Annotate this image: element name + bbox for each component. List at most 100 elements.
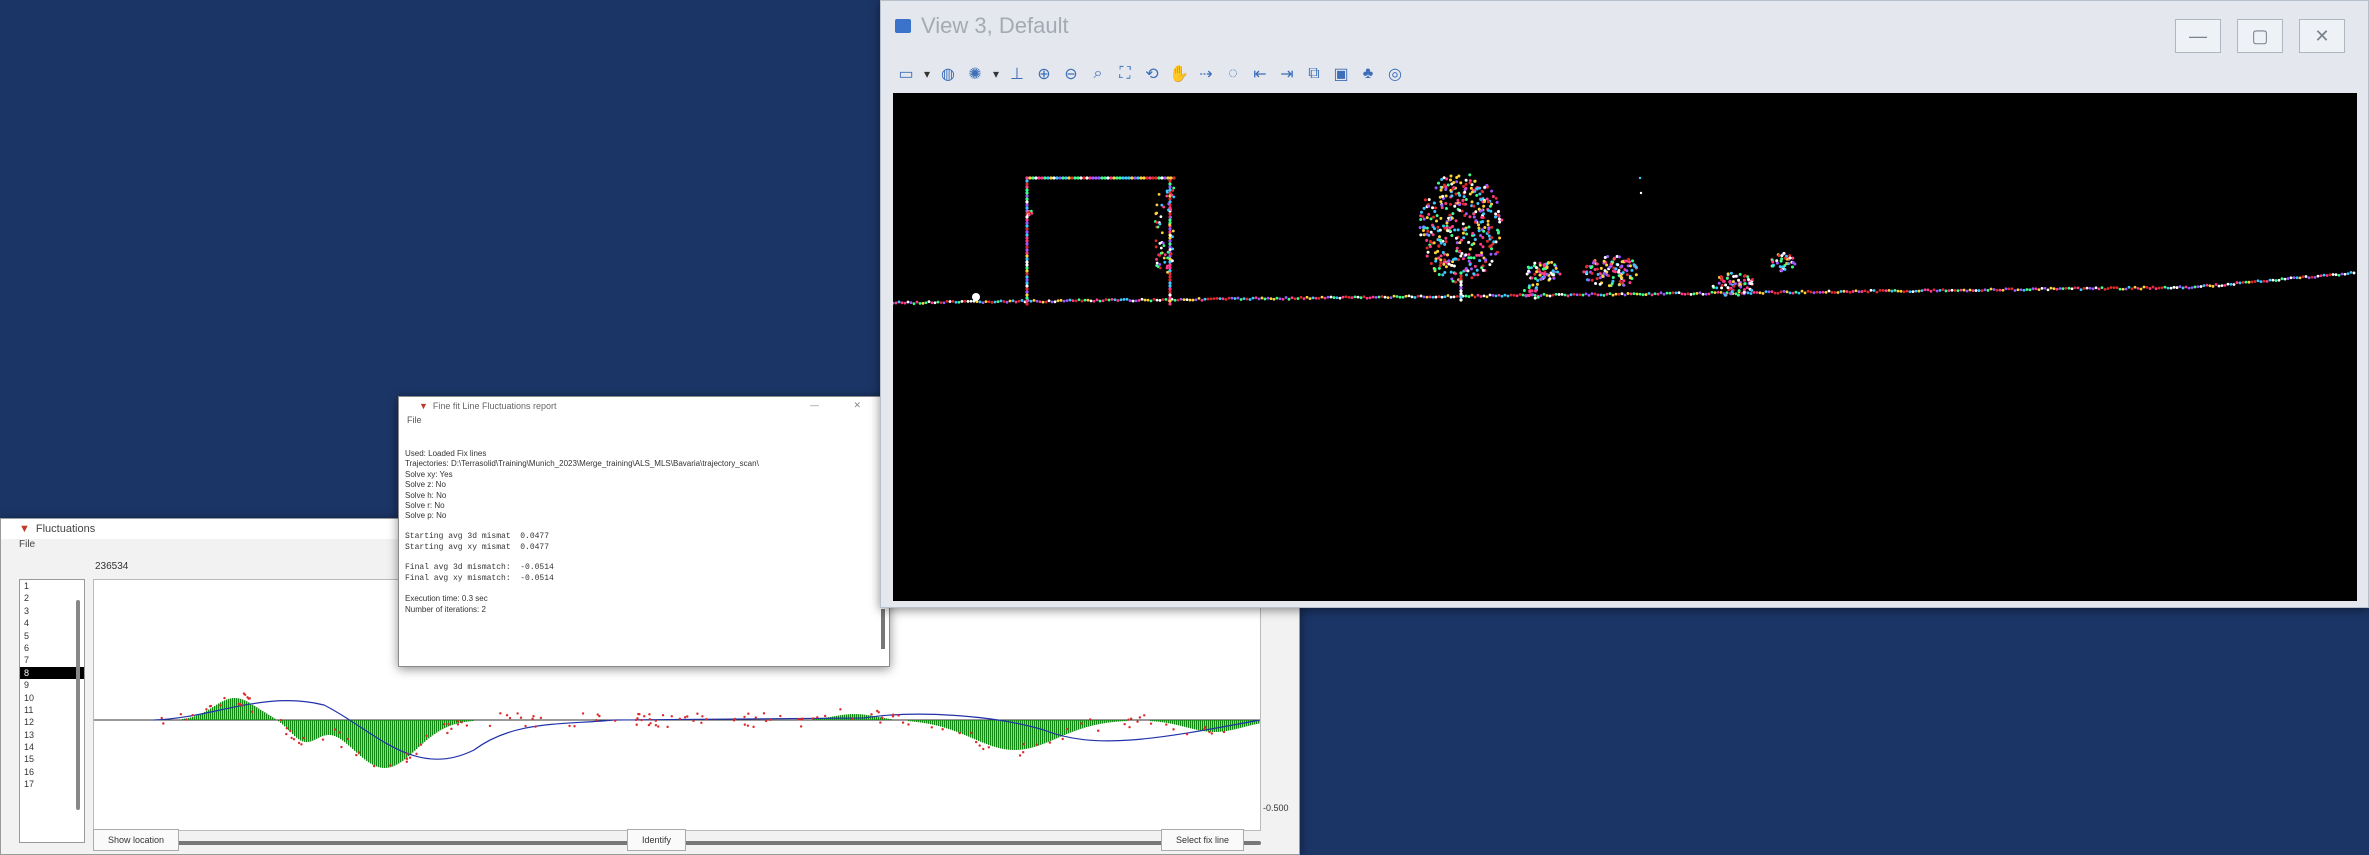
cloud-point <box>1608 292 1612 296</box>
cloud-point <box>1052 176 1056 180</box>
list-item[interactable]: 16 <box>24 766 35 777</box>
view-next-icon[interactable]: ⇥ <box>1280 66 1294 83</box>
cloud-point <box>1041 300 1045 304</box>
cloud-point <box>1962 288 1966 292</box>
walk-icon[interactable]: ⇢ <box>1199 66 1213 83</box>
list-item[interactable]: 15 <box>24 754 35 765</box>
fluctuation-bar <box>1206 720 1208 732</box>
fluctuation-point <box>465 724 469 727</box>
fluctuation-point <box>649 722 652 725</box>
cloud-point <box>1100 176 1104 180</box>
cloud-point <box>1212 297 1216 301</box>
list-item[interactable]: 17 <box>24 779 35 790</box>
minimize-button[interactable]: — <box>2175 19 2221 53</box>
list-item[interactable]: 3 <box>24 605 30 616</box>
clip-volume-icon[interactable]: ⊥ <box>1010 66 1024 83</box>
list-scrollbar[interactable] <box>76 600 80 810</box>
cloud-point <box>1602 271 1606 275</box>
copy-view-icon[interactable]: ⧉ <box>1308 65 1320 82</box>
cloud-point <box>1950 288 1954 292</box>
pan-view-icon[interactable]: ✋ <box>1169 66 1189 83</box>
list-item[interactable]: 12 <box>24 717 35 728</box>
fluctuation-point <box>1129 717 1133 720</box>
camera-icon[interactable]: ▣ <box>1333 66 1349 83</box>
identify-button[interactable]: Identify <box>627 829 687 851</box>
cloud-point <box>1611 269 1615 273</box>
fluctuation-bar <box>992 720 994 747</box>
file-menu[interactable]: File <box>19 539 36 550</box>
cloud-point <box>1451 212 1455 216</box>
fluctuation-bar <box>238 698 240 720</box>
cloud-point <box>1598 282 1602 286</box>
cloud-point <box>1441 250 1445 254</box>
report-titlebar[interactable]: ▼ Fine fit Line Fluctuations report — ✕ <box>399 397 889 415</box>
list-item[interactable]: 1 <box>24 581 30 591</box>
file-menu[interactable]: File <box>407 415 422 425</box>
window-area-icon[interactable]: ⌕ <box>1093 65 1103 82</box>
fluctuation-bar <box>998 720 1000 748</box>
fluctuation-point <box>1097 729 1100 732</box>
fluctuation-bar <box>248 702 250 720</box>
list-item[interactable]: 4 <box>24 618 30 629</box>
cloud-point <box>1785 290 1789 294</box>
cloud-point <box>1481 190 1485 194</box>
hide-icon[interactable]: ◌ <box>1228 65 1238 82</box>
cloud-point <box>1809 290 1813 294</box>
list-item[interactable]: 6 <box>24 642 30 653</box>
cloud-point <box>1662 292 1666 296</box>
view-attributes-icon[interactable]: ▭ <box>898 66 914 83</box>
list-item[interactable]: 13 <box>24 729 35 740</box>
cloud-point <box>1269 297 1273 301</box>
dropdown-icon[interactable]: ▾ <box>923 67 931 81</box>
fit-view-icon[interactable]: ⛶ <box>1119 65 1131 82</box>
fluctuation-bar <box>1226 720 1228 731</box>
point-cloud-view[interactable] <box>891 93 2357 601</box>
cloud-point <box>1454 192 1458 196</box>
select-fix-line-button[interactable]: Select fix line <box>1161 829 1245 851</box>
window-controls[interactable]: — ✕ <box>809 400 877 410</box>
cloud-point <box>1459 181 1463 185</box>
cloud-point <box>1481 220 1485 224</box>
zoom-in-icon[interactable]: ⊕ <box>1037 66 1051 83</box>
close-button[interactable]: ✕ <box>2299 19 2345 53</box>
globe-icon[interactable]: ◎ <box>1388 66 1402 83</box>
view-titlebar[interactable]: View 3, Default <box>881 1 2368 51</box>
list-item[interactable]: 11 <box>24 704 34 715</box>
cloud-point <box>1497 293 1501 297</box>
fluctuation-bar <box>1154 720 1156 722</box>
cloud-point <box>1462 236 1466 240</box>
cloud-point <box>1025 221 1029 225</box>
cloud-point <box>1743 274 1747 278</box>
rotate-view-icon[interactable]: ⟲ <box>1145 66 1159 83</box>
list-item[interactable]: 5 <box>24 630 30 641</box>
fluctuation-bar <box>1064 720 1066 735</box>
dropdown-icon[interactable]: ▾ <box>992 67 1000 81</box>
list-item[interactable]: 7 <box>24 655 30 666</box>
fluctuation-bar <box>954 720 956 732</box>
fluctuation-bar <box>370 720 372 764</box>
fluctuation-bar <box>938 720 940 727</box>
list-item[interactable]: 9 <box>24 680 30 691</box>
cloud-point <box>1959 288 1963 292</box>
cloud-point <box>1860 290 1864 293</box>
lighting-icon[interactable]: ✺ <box>968 66 982 83</box>
cloud-point <box>1476 293 1480 297</box>
cloud-point <box>1839 290 1843 293</box>
show-location-button[interactable]: Show location <box>93 829 180 851</box>
fluctuation-point <box>1172 728 1175 731</box>
view-previous-icon[interactable]: ⇤ <box>1253 66 1267 83</box>
list-item[interactable]: 8 <box>20 666 84 680</box>
report-scrollbar[interactable] <box>881 609 885 649</box>
cloud-point <box>1494 240 1498 244</box>
tree-icon[interactable]: ♣ <box>1362 65 1374 82</box>
cloud-point <box>1142 176 1146 180</box>
cloud-point <box>1496 231 1500 235</box>
maximize-button[interactable]: ▢ <box>2237 19 2283 53</box>
zoom-out-icon[interactable]: ⊖ <box>1064 66 1078 83</box>
list-item[interactable]: 10 <box>24 692 35 703</box>
line-list[interactable]: 1 2 3 4 5 6 7 8 9 10 11 12 13 14 15 16 17 <box>19 579 85 843</box>
fluctuation-bar <box>292 720 294 735</box>
list-item[interactable]: 2 <box>24 593 30 604</box>
display-style-icon[interactable]: ◍ <box>941 66 955 83</box>
list-item[interactable]: 14 <box>24 742 35 753</box>
